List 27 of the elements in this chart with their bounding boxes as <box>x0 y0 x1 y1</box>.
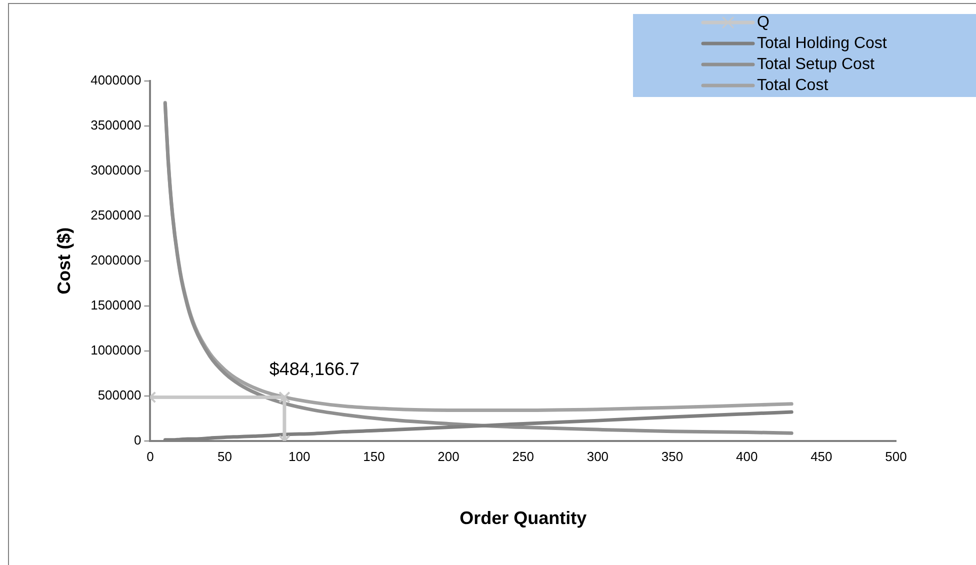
y-tick-label: 4000000 <box>90 72 142 88</box>
y-tick-label: 3500000 <box>90 118 142 133</box>
annotation: $484,166.7 <box>269 359 360 380</box>
x-tick-label: 350 <box>661 449 684 464</box>
legend-label: Total Setup Cost <box>757 56 875 73</box>
y-tick-label: 1000000 <box>90 342 142 358</box>
x-axis-title: Order Quantity <box>460 508 587 528</box>
y-tick-label: 1500000 <box>90 297 142 312</box>
legend-label: Total Cost <box>757 76 829 94</box>
x-tick-label: 450 <box>810 449 832 464</box>
x-tick-label: 500 <box>885 449 907 464</box>
y-tick-label: 3000000 <box>90 162 142 178</box>
y-tick-label: 500000 <box>98 387 142 402</box>
y-tick-label: 2500000 <box>90 208 142 223</box>
x-tick-label: 100 <box>288 449 310 464</box>
x-tick-label: 50 <box>218 449 232 464</box>
legend-label: Total Holding Cost <box>757 34 888 52</box>
y-tick-label: 0 <box>134 432 142 448</box>
x-tick-label: 300 <box>586 449 609 464</box>
x-tick-label: 0 <box>146 449 154 464</box>
legend-label: Q <box>757 14 770 31</box>
x-tick-label: 200 <box>438 449 460 464</box>
y-axis-title: Cost ($) <box>54 227 74 294</box>
x-tick-label: 400 <box>736 449 758 464</box>
x-tick-label: 150 <box>363 449 385 464</box>
y-tick-label: 2000000 <box>90 252 142 268</box>
x-tick-label: 250 <box>512 449 534 464</box>
